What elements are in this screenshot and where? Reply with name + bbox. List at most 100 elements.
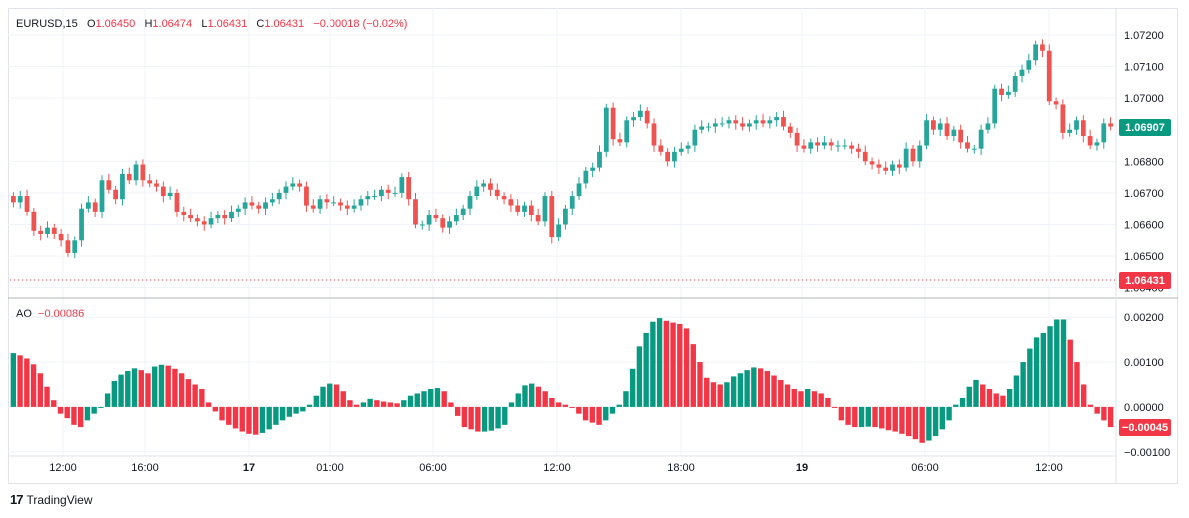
ao-bar xyxy=(879,406,885,429)
candle-body xyxy=(310,205,316,209)
candle-body xyxy=(658,145,664,152)
candle-body xyxy=(1046,50,1052,102)
ao-bar xyxy=(576,406,582,414)
candle-body xyxy=(256,205,262,209)
candle-body xyxy=(849,145,855,149)
high-value: 1.06474 xyxy=(152,18,193,30)
candle-body xyxy=(269,199,275,203)
price-tick-label: 1.07200 xyxy=(1124,30,1164,42)
candle-body xyxy=(460,208,466,216)
candle-body xyxy=(842,145,848,147)
candle-body xyxy=(440,218,446,228)
ao-bar xyxy=(643,332,649,407)
candle-body xyxy=(474,186,480,197)
candle-body xyxy=(1101,123,1107,143)
candle-body xyxy=(85,202,91,209)
candle-body xyxy=(419,224,425,226)
ao-bar xyxy=(683,328,690,407)
time-tick-label: 16:00 xyxy=(131,462,159,474)
candle-body xyxy=(106,180,112,190)
ao-bar xyxy=(529,383,535,407)
chart-frame[interactable] xyxy=(8,8,1178,484)
current-price-badge xyxy=(1119,272,1171,289)
price-tick-label: 1.06500 xyxy=(1124,251,1164,263)
price-tick-label: 1.07000 xyxy=(1124,93,1164,105)
ao-bar xyxy=(623,391,629,407)
candle-body xyxy=(1074,120,1079,130)
ao-bar xyxy=(582,406,589,421)
ao-bar xyxy=(253,406,259,435)
ao-bar xyxy=(1054,319,1060,407)
ao-bar xyxy=(44,386,50,407)
candle-body xyxy=(501,196,507,200)
ao-bar xyxy=(434,388,441,407)
candle-body xyxy=(903,148,909,168)
time-axis-labels[interactable]: 12:00 16:00 17 01:00 06:00 12:00 18:00 19 06:00 1… xyxy=(49,462,1063,474)
candle-body xyxy=(481,183,487,187)
ao-bar xyxy=(37,373,43,407)
ao-bar xyxy=(1087,404,1094,407)
ao-bar xyxy=(488,406,495,431)
candle-body xyxy=(821,142,827,146)
candle-body xyxy=(1033,44,1039,61)
ao-bar xyxy=(125,371,131,407)
ao-bar xyxy=(104,393,111,407)
candle-body xyxy=(753,120,759,124)
time-tick-label: 12:00 xyxy=(1035,462,1063,474)
candle-body xyxy=(304,186,309,206)
ao-bar xyxy=(724,382,730,407)
ao-bar xyxy=(232,406,239,429)
interval-label[interactable]: 15 xyxy=(65,18,78,30)
candle-body xyxy=(637,110,643,118)
candle-body xyxy=(569,196,575,209)
ao-bar xyxy=(905,406,912,437)
last-price-text: 1.06907 xyxy=(1125,122,1165,134)
candle-body xyxy=(215,215,221,219)
candle-body xyxy=(65,240,71,253)
ao-bar xyxy=(495,406,501,429)
candle-body xyxy=(985,123,991,130)
ao-bar xyxy=(145,373,151,407)
open-value: 1.06450 xyxy=(95,18,136,30)
candle-body xyxy=(11,196,16,203)
candle-body xyxy=(733,120,739,124)
candle-body xyxy=(590,167,596,171)
candle-body xyxy=(174,192,180,212)
candle-body xyxy=(563,208,568,225)
candle-body xyxy=(631,117,636,121)
ao-bar xyxy=(704,377,710,407)
ao-bar xyxy=(394,403,400,407)
candle-body xyxy=(365,196,371,200)
ao-bar xyxy=(912,406,919,440)
ao-bar xyxy=(825,397,831,407)
ao-bar xyxy=(468,406,474,430)
ao-bar xyxy=(347,400,353,407)
candle-body xyxy=(201,221,207,225)
candle-body xyxy=(624,120,630,143)
ao-bar xyxy=(629,368,636,407)
tradingview-brand[interactable]: 17 TradingView xyxy=(10,492,93,507)
ao-axis-labels[interactable]: 0.00200 0.00100 0.00000 −0.00100 xyxy=(1124,312,1170,459)
ao-bar xyxy=(730,376,737,407)
ao-bar xyxy=(818,393,824,407)
candle-body xyxy=(453,215,459,222)
candle-body xyxy=(856,148,861,152)
price-axis-labels[interactable]: 1.07200 1.07100 1.07000 1.06800 1.06700 1.066… xyxy=(1124,30,1164,295)
symbol-name[interactable]: EURUSD xyxy=(16,18,63,30)
low-label: L xyxy=(201,18,208,30)
candle-body xyxy=(488,183,493,190)
ao-bar xyxy=(360,402,367,407)
time-tick-label: 06:00 xyxy=(419,462,447,474)
ao-bar xyxy=(751,367,757,407)
candle-body xyxy=(767,120,773,124)
candle-body xyxy=(828,142,834,146)
candle-body xyxy=(1053,101,1059,105)
candle-body xyxy=(31,211,37,231)
ao-bar xyxy=(279,406,286,421)
ao-bar xyxy=(959,397,966,407)
candle-body xyxy=(38,230,44,234)
time-tick-label: 17 xyxy=(243,462,255,474)
candle-body xyxy=(51,227,57,234)
candle-body xyxy=(610,107,616,140)
